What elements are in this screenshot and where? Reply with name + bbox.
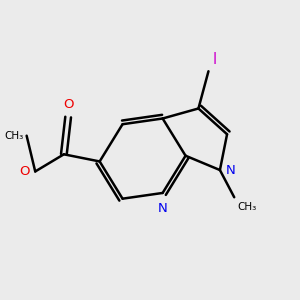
Text: CH₃: CH₃ [4, 131, 24, 141]
Text: I: I [213, 52, 217, 67]
Text: O: O [19, 165, 29, 178]
Text: O: O [63, 98, 74, 111]
Text: N: N [226, 164, 236, 176]
Text: CH₃: CH₃ [237, 202, 256, 212]
Text: N: N [158, 202, 167, 214]
